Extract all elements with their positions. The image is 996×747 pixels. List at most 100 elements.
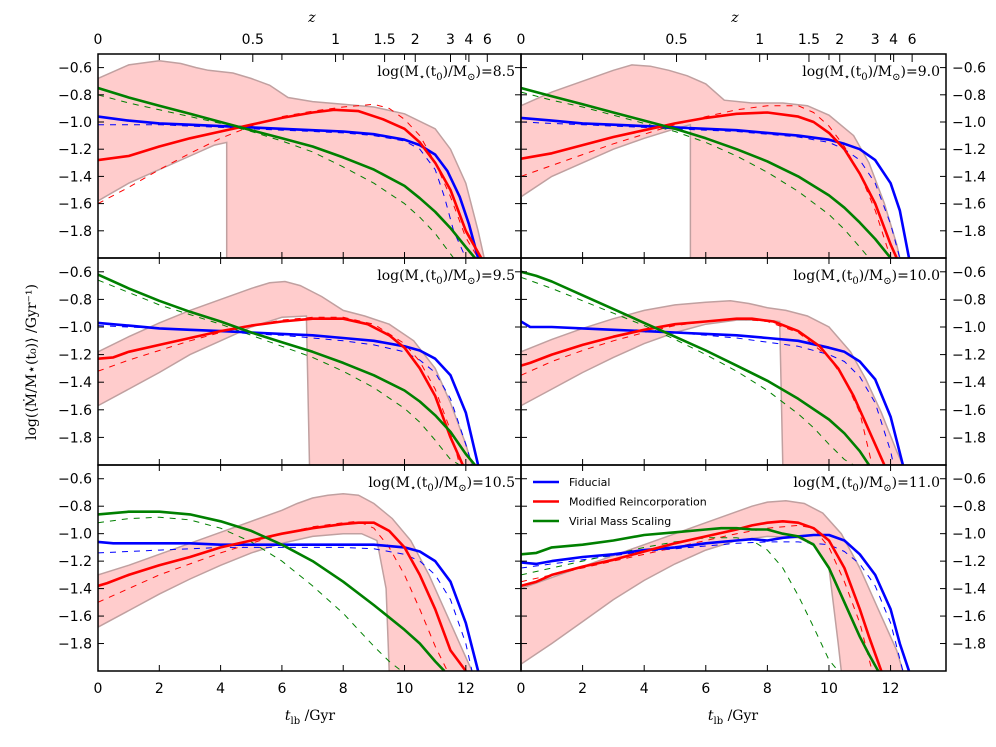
y-axis-label: log(⟨Ṁ/M⋆(t₀)⟩ /Gyr⁻¹) xyxy=(22,284,40,440)
panel-title-part: log(M xyxy=(793,268,835,284)
y-tick-label: −0.6 xyxy=(58,265,92,281)
x-axis-label-left: tlb /Gyr xyxy=(285,708,336,727)
panel-frame xyxy=(520,464,947,672)
panel-title-part: log(M xyxy=(802,64,844,80)
top-z-axis-left: 0 0.5 1 1.5 2 3 4 6 xyxy=(94,32,492,62)
panel-title-part: )/M xyxy=(434,475,459,491)
panel-title-part: (t xyxy=(425,64,436,80)
series-line-modified-dashed xyxy=(98,520,448,671)
series-line-fiducial-dashed xyxy=(98,546,473,671)
x-tick-label: 6 xyxy=(701,681,710,697)
panel-title-part: 0 xyxy=(436,276,442,287)
scatter-band xyxy=(98,280,473,465)
panel-title-part: ⋆ xyxy=(410,483,416,494)
x-axis-label-sub: lb xyxy=(714,716,724,727)
z-tick-label: 2 xyxy=(835,32,844,48)
y-tick-label: −1.8 xyxy=(952,430,986,446)
legend-label-fiducial: Fiducial xyxy=(569,476,610,489)
panel-p5: −1.8 −1.6 −1.4 −1.2 −1.0 −0.8 −0.6 0 2 4 6 8 10 12 log… xyxy=(58,464,522,697)
panel-p4: −1.8 −1.6 −1.4 −1.2 −1.0 −0.8 −0.6 log(M⋆(t0)/M… xyxy=(520,257,986,466)
panel-title-part: (t xyxy=(841,268,852,284)
x-tick-label: 12 xyxy=(457,681,475,697)
panel-title-part: (t xyxy=(841,475,852,491)
y-tick-label: −1.4 xyxy=(952,169,986,185)
series-line-fiducial xyxy=(98,115,480,258)
series-line-modified xyxy=(98,317,464,465)
panel-title-part: )=10.0 xyxy=(892,268,940,284)
series-line-virial-dashed xyxy=(98,94,454,258)
x-tick-label: 2 xyxy=(155,681,164,697)
z-tick-label: 1.5 xyxy=(373,32,395,48)
panel-title-part: ⊙ xyxy=(467,72,475,83)
y-tick-label: −1.0 xyxy=(952,527,986,543)
y-tick-label: −0.6 xyxy=(952,472,986,488)
panel-title-part: ⊙ xyxy=(883,483,891,494)
series-line-virial xyxy=(521,526,880,671)
y-tick-label: −0.8 xyxy=(58,88,92,104)
y-tick-label: −1.0 xyxy=(58,320,92,336)
series-line-virial xyxy=(98,273,476,465)
series-line-virial xyxy=(521,86,892,258)
panel-title-part: ⋆ xyxy=(835,276,841,287)
plot-area xyxy=(521,499,911,671)
y-tick-label: −1.2 xyxy=(952,554,986,570)
y-tick-label: −1.8 xyxy=(58,637,92,653)
svg-text:tlb /Gyr: tlb /Gyr xyxy=(285,708,336,727)
top-z-axis-right: 0 0.5 1 1.5 2 3 4 6 xyxy=(517,32,917,62)
panel-title: log(M⋆(t0)/M⊙)=10.5 xyxy=(368,475,515,494)
series-line-fiducial-dashed xyxy=(98,124,467,258)
panel-title-part: 0 xyxy=(852,483,858,494)
panels-grid: −1.8−1.6−1.4−1.2−1.0−0.8−0.6 log(M⋆(t0)/M… xyxy=(58,53,986,697)
panel-title-part: ⋆ xyxy=(835,483,841,494)
panel-title: log(M⋆(t0)/M⊙)=10.0 xyxy=(793,268,940,287)
x-tick-label: 8 xyxy=(339,681,348,697)
y-tick-label: −1.0 xyxy=(58,527,92,543)
plot-area xyxy=(98,493,480,671)
panel-title-part: log(M xyxy=(368,475,410,491)
panel-title-part: 0 xyxy=(427,483,433,494)
z-tick-label: 1 xyxy=(331,32,340,48)
y-tick-label: −0.8 xyxy=(952,499,986,515)
series-line-virial-dashed xyxy=(521,91,870,258)
panel-title-part: ⊙ xyxy=(458,483,466,494)
legend-label-modified: Modified Reincorporation xyxy=(569,496,707,509)
y-tick-label: −0.6 xyxy=(952,61,986,77)
plot-area xyxy=(98,273,480,465)
x-tick-label: 6 xyxy=(277,681,286,697)
y-tick-label: −1.0 xyxy=(952,320,986,336)
y-tick-label: −1.6 xyxy=(952,403,986,419)
panel-title-part: log(M xyxy=(377,64,419,80)
series-line-modified-dashed xyxy=(98,316,461,465)
plot-area xyxy=(521,64,911,258)
svg-text:tlb /Gyr: tlb /Gyr xyxy=(708,708,759,727)
panel-title-part: )/M xyxy=(868,64,893,80)
x-tick-label: 0 xyxy=(94,681,103,697)
y-tick-label: −1.4 xyxy=(952,375,986,391)
x-tick-label: 4 xyxy=(640,681,649,697)
top-axis-label-z-right: z xyxy=(730,10,739,26)
z-tick-label: 4 xyxy=(889,32,898,48)
z-tick-label: 0.5 xyxy=(242,32,264,48)
scatter-band xyxy=(98,493,473,671)
series-line-fiducial xyxy=(521,533,911,671)
panel-title-part: 0 xyxy=(852,276,858,287)
series-line-modified xyxy=(98,108,483,258)
series-line-virial-dashed xyxy=(521,276,854,465)
z-tick-label: 0 xyxy=(517,32,526,48)
x-axis-label-sub: lb xyxy=(291,716,301,727)
series-line-virial xyxy=(98,510,446,671)
plot-area xyxy=(521,270,905,465)
panel-title-part: log(M xyxy=(377,268,419,284)
panel-title-part: )=9.0 xyxy=(901,64,940,80)
series-line-modified xyxy=(98,521,467,671)
y-tick-label: −0.6 xyxy=(58,472,92,488)
panel-title: log(M⋆(t0)/M⊙)=9.5 xyxy=(377,268,515,287)
y-tick-label: −0.8 xyxy=(58,499,92,515)
series-line-fiducial xyxy=(521,116,911,258)
z-tick-label: 6 xyxy=(483,32,492,48)
plot-area xyxy=(98,60,485,258)
series-line-fiducial-dashed xyxy=(521,541,904,671)
x-tick-label: 12 xyxy=(882,681,900,697)
y-tick-label: −0.8 xyxy=(58,292,92,308)
y-tick-label: −1.4 xyxy=(58,375,92,391)
